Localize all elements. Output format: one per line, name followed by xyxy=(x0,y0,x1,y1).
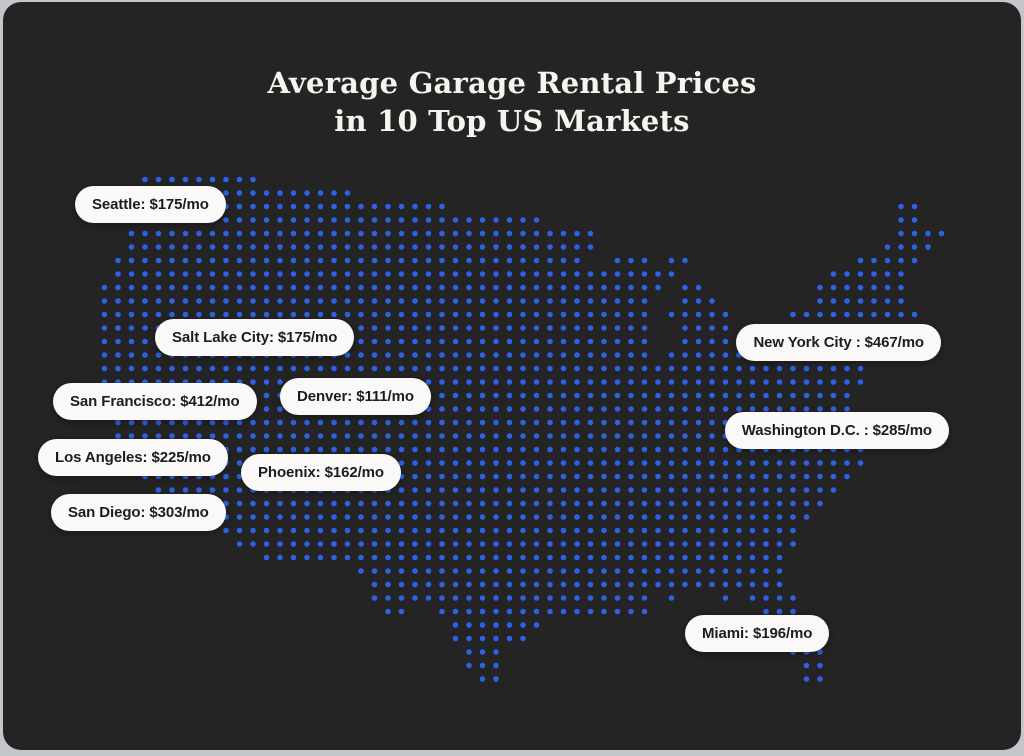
infographic-card: Average Garage Rental Prices in 10 Top U… xyxy=(3,2,1021,750)
title-line-2: in 10 Top US Markets xyxy=(334,104,690,138)
price-label-san-francisco: San Francisco: $412/mo xyxy=(53,383,257,420)
price-label-seattle: Seattle: $175/mo xyxy=(75,186,226,223)
us-dot-map xyxy=(101,176,945,682)
title-line-1: Average Garage Rental Prices xyxy=(267,66,757,100)
price-label-salt-lake-city: Salt Lake City: $175/mo xyxy=(155,319,355,356)
price-label-washington-dc: Washington D.C. : $285/mo xyxy=(724,412,949,449)
price-label-miami: Miami: $196/mo xyxy=(685,615,830,652)
price-label-los-angeles: Los Angeles: $225/mo xyxy=(38,439,228,476)
price-label-denver: Denver: $111/mo xyxy=(280,378,431,415)
price-label-new-york-city: New York City : $467/mo xyxy=(736,324,941,361)
page-title: Average Garage Rental Prices in 10 Top U… xyxy=(3,64,1021,140)
price-label-san-diego: San Diego: $303/mo xyxy=(51,494,226,531)
price-label-phoenix: Phoenix: $162/mo xyxy=(241,454,401,491)
